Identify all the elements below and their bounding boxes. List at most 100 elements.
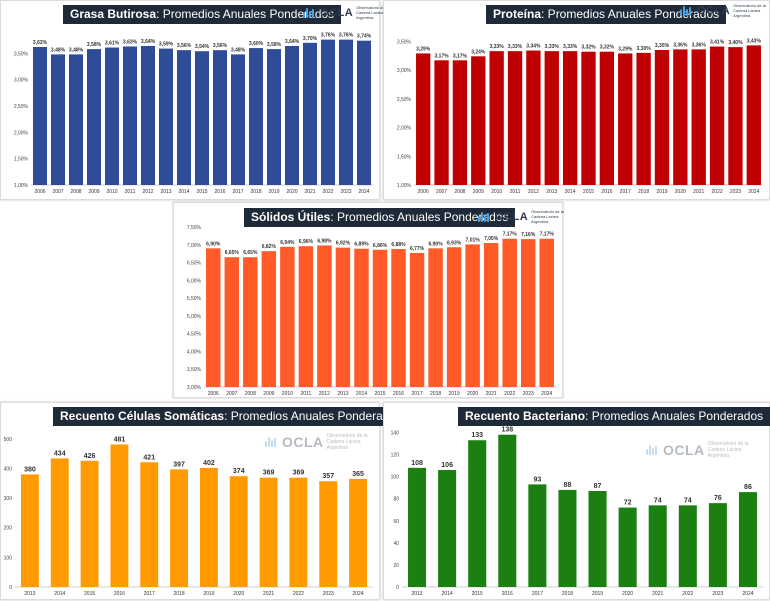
y-tick-label: 2,00% — [14, 130, 29, 136]
x-tick-label: 2009 — [473, 189, 484, 195]
value-label: 3,34% — [526, 44, 541, 50]
x-tick-label: 2022 — [682, 591, 693, 597]
bar — [588, 491, 607, 587]
bar — [317, 245, 332, 387]
ocla-logo-watermark: OCLA Observatorio de la Cadena Láctea Ar… — [646, 441, 758, 459]
x-tick-label: 2007 — [52, 189, 63, 195]
ocla-logo-text: OCLA — [282, 434, 324, 450]
value-label: 3,33% — [563, 44, 578, 50]
x-tick-label: 2008 — [70, 189, 81, 195]
chart-title-bold: Proteína — [493, 7, 542, 21]
chart-title: Proteína: Promedios Anuales Ponderados — [486, 5, 727, 24]
bar — [86, 49, 102, 186]
chart-title-bold: Recuento Bacteriano — [465, 409, 586, 423]
bar — [110, 444, 129, 587]
bar — [691, 49, 706, 185]
bar — [176, 50, 192, 185]
value-label: 3,74% — [357, 34, 372, 40]
value-label: 3,76% — [339, 33, 354, 39]
x-tick-label: 2015 — [472, 591, 483, 597]
bar — [199, 467, 218, 587]
value-label: 481 — [114, 436, 126, 443]
bar — [599, 51, 615, 185]
ocla-logo: OCLA Observatorio de la Cadena Láctea Ar… — [478, 209, 571, 224]
bar — [636, 52, 651, 185]
x-tick-label: 2006 — [34, 189, 45, 195]
x-tick-label: 2013 — [546, 189, 557, 195]
x-tick-label: 2020 — [286, 189, 297, 195]
bar — [230, 54, 246, 186]
bar — [618, 507, 637, 587]
x-tick-label: 2022 — [712, 189, 723, 195]
bar — [678, 505, 697, 587]
bar — [122, 46, 138, 186]
value-label: 3,40% — [728, 40, 743, 46]
value-label: 3,32% — [581, 45, 596, 51]
value-label: 3,17% — [434, 53, 449, 59]
bar — [354, 248, 369, 387]
y-tick-label: 2,00% — [397, 126, 412, 132]
y-tick-label: 2,50% — [14, 104, 29, 110]
bar — [562, 51, 578, 186]
y-tick-label: 3,50% — [14, 51, 29, 57]
value-label: 6,82% — [262, 244, 277, 250]
value-label: 86 — [744, 484, 752, 491]
x-tick-label: 2011 — [510, 189, 521, 195]
value-label: 3,33% — [490, 44, 505, 50]
ocla-logo-icon — [478, 211, 492, 222]
value-label: 365 — [352, 471, 364, 478]
value-label: 87 — [594, 483, 602, 490]
value-label: 3,41% — [710, 40, 725, 46]
value-label: 380 — [24, 466, 36, 473]
x-tick-label: 2019 — [203, 591, 214, 597]
bar — [391, 249, 406, 387]
x-tick-label: 2008 — [245, 391, 256, 397]
x-tick-label: 2016 — [502, 591, 513, 597]
bar — [80, 460, 99, 587]
x-tick-label: 2019 — [449, 391, 460, 397]
x-tick-label: 2008 — [454, 189, 465, 195]
x-tick-label: 2014 — [442, 591, 453, 597]
bar — [158, 48, 174, 185]
value-label: 3,29% — [416, 46, 431, 52]
y-tick-label: 2,50% — [397, 97, 412, 103]
x-tick-label: 2014 — [356, 391, 367, 397]
bar — [409, 252, 425, 387]
y-tick-label: 100 — [4, 555, 13, 561]
bar — [266, 49, 282, 186]
x-tick-label: 2022 — [293, 591, 304, 597]
chart-title-rest: : Promedios Anuales Ponderados — [330, 210, 509, 224]
value-label: 3,33% — [545, 44, 560, 50]
x-tick-label: 2014 — [178, 189, 189, 195]
chart-title-rest: : Promedios Anuales Ponderados — [156, 7, 335, 21]
value-label: 3,35% — [655, 43, 670, 49]
x-tick-label: 2020 — [675, 189, 686, 195]
value-label: 397 — [173, 461, 185, 468]
ocla-logo-icon — [265, 437, 279, 447]
ocla-logo-icon — [646, 445, 660, 455]
bar — [319, 481, 338, 587]
bar — [416, 53, 431, 185]
chart-title-bold: Sólidos Útiles — [251, 210, 331, 224]
value-label: 6,88% — [391, 242, 406, 248]
value-label: 3,29% — [618, 46, 633, 52]
chart-title-rest: : Promedios Anuales Ponderados — [224, 409, 403, 423]
x-tick-label: 2019 — [656, 189, 667, 195]
value-label: 3,30% — [637, 46, 652, 52]
bar — [302, 42, 318, 185]
y-tick-label: 1,00% — [397, 183, 412, 189]
value-label: 3,64% — [141, 39, 156, 45]
value-label: 6,90% — [428, 241, 443, 247]
y-tick-label: 3,00% — [14, 78, 29, 84]
y-tick-label: 6,00% — [187, 278, 202, 284]
bar — [212, 50, 228, 185]
bar — [356, 40, 372, 186]
value-label: 3,70% — [303, 36, 318, 42]
chart-solidos: 3,00% 3,50% 4,00% 4,50% 5,00% 5,50% 6,00% 6,50%… — [187, 225, 556, 397]
y-tick-label: 3,00% — [187, 385, 202, 391]
value-label: 3,56% — [213, 43, 228, 49]
ocla-logo-tagline: Observatorio de la Cadena Láctea Argenti… — [733, 3, 766, 18]
x-tick-label: 2016 — [393, 391, 404, 397]
value-label: 6,77% — [410, 246, 425, 252]
x-tick-label: 2018 — [430, 391, 441, 397]
